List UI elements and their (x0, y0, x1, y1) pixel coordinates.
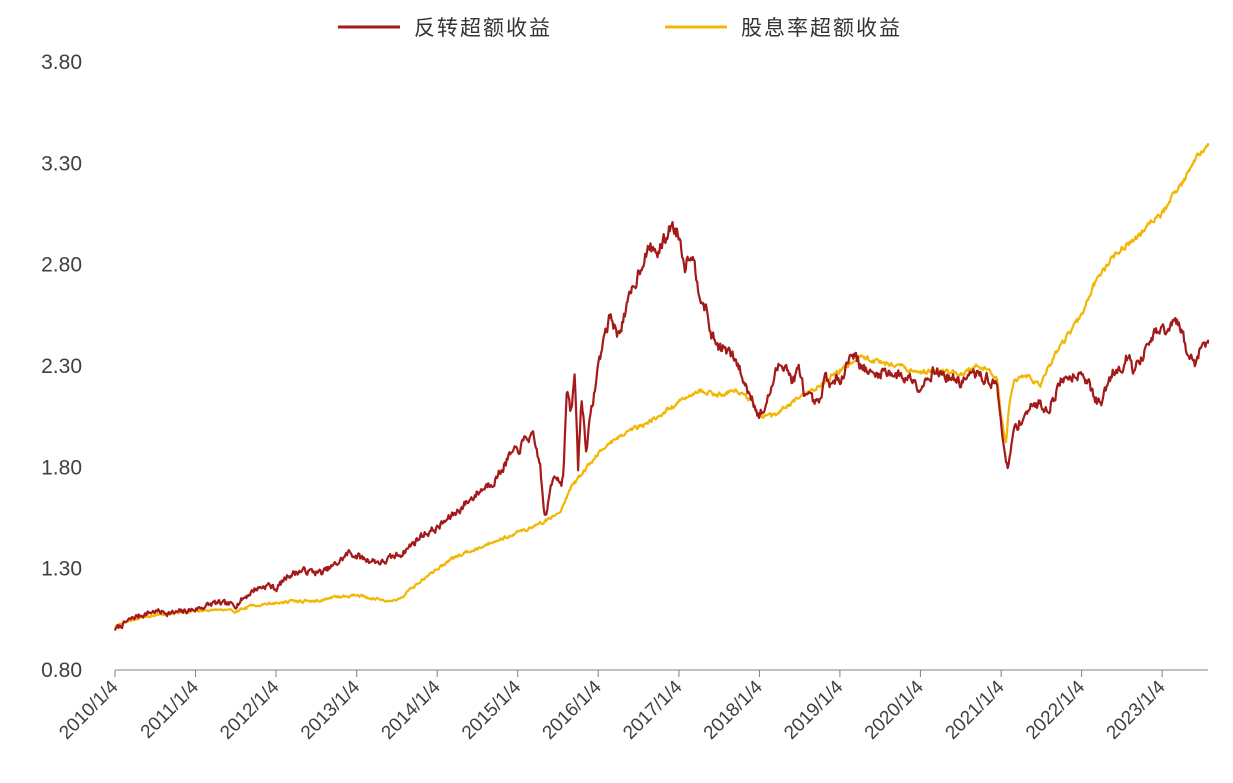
x-tick-label: 2013/1/4 (297, 676, 364, 743)
x-tick-label: 2017/1/4 (619, 676, 686, 743)
x-tick-label: 2012/1/4 (216, 676, 283, 743)
x-tick-label: 2016/1/4 (539, 676, 606, 743)
x-tick-label: 2019/1/4 (780, 676, 847, 743)
y-tick-label: 2.30 (41, 355, 82, 378)
y-tick-label: 1.80 (41, 456, 82, 479)
y-tick-label: 0.80 (41, 659, 82, 682)
series-line-dividend (114, 143, 1210, 628)
y-tick-label: 3.80 (41, 51, 82, 74)
x-tick-label: 2020/1/4 (861, 676, 928, 743)
x-axis: 2010/1/4 2011/1/4 2012/1/4 2013/1/4 2014/1/4… (55, 669, 1208, 744)
x-tick-label: 2011/1/4 (137, 676, 203, 742)
x-tick-label: 2010/1/4 (55, 676, 122, 743)
legend-label-dividend: 股息率超额收益 (741, 16, 902, 40)
y-tick-label: 2.80 (41, 254, 82, 277)
y-axis: 0.80 1.30 1.80 2.30 2.80 3.30 3.80 (41, 51, 82, 682)
legend: 反转超额收益 股息率超额收益 (338, 16, 902, 40)
x-tick-label: 2023/1/4 (1103, 676, 1170, 743)
y-tick-label: 3.30 (41, 152, 82, 175)
x-tick-label: 2022/1/4 (1022, 676, 1089, 743)
x-tick-label: 2018/1/4 (700, 676, 767, 743)
x-tick-label: 2015/1/4 (458, 676, 525, 743)
x-tick-label: 2014/1/4 (378, 676, 445, 743)
y-tick-label: 1.30 (41, 558, 82, 581)
series-group (113, 143, 1210, 631)
x-tick-label: 2021/1/4 (942, 676, 1009, 743)
series-line-reversal (113, 221, 1210, 631)
legend-label-reversal: 反转超额收益 (414, 16, 552, 40)
